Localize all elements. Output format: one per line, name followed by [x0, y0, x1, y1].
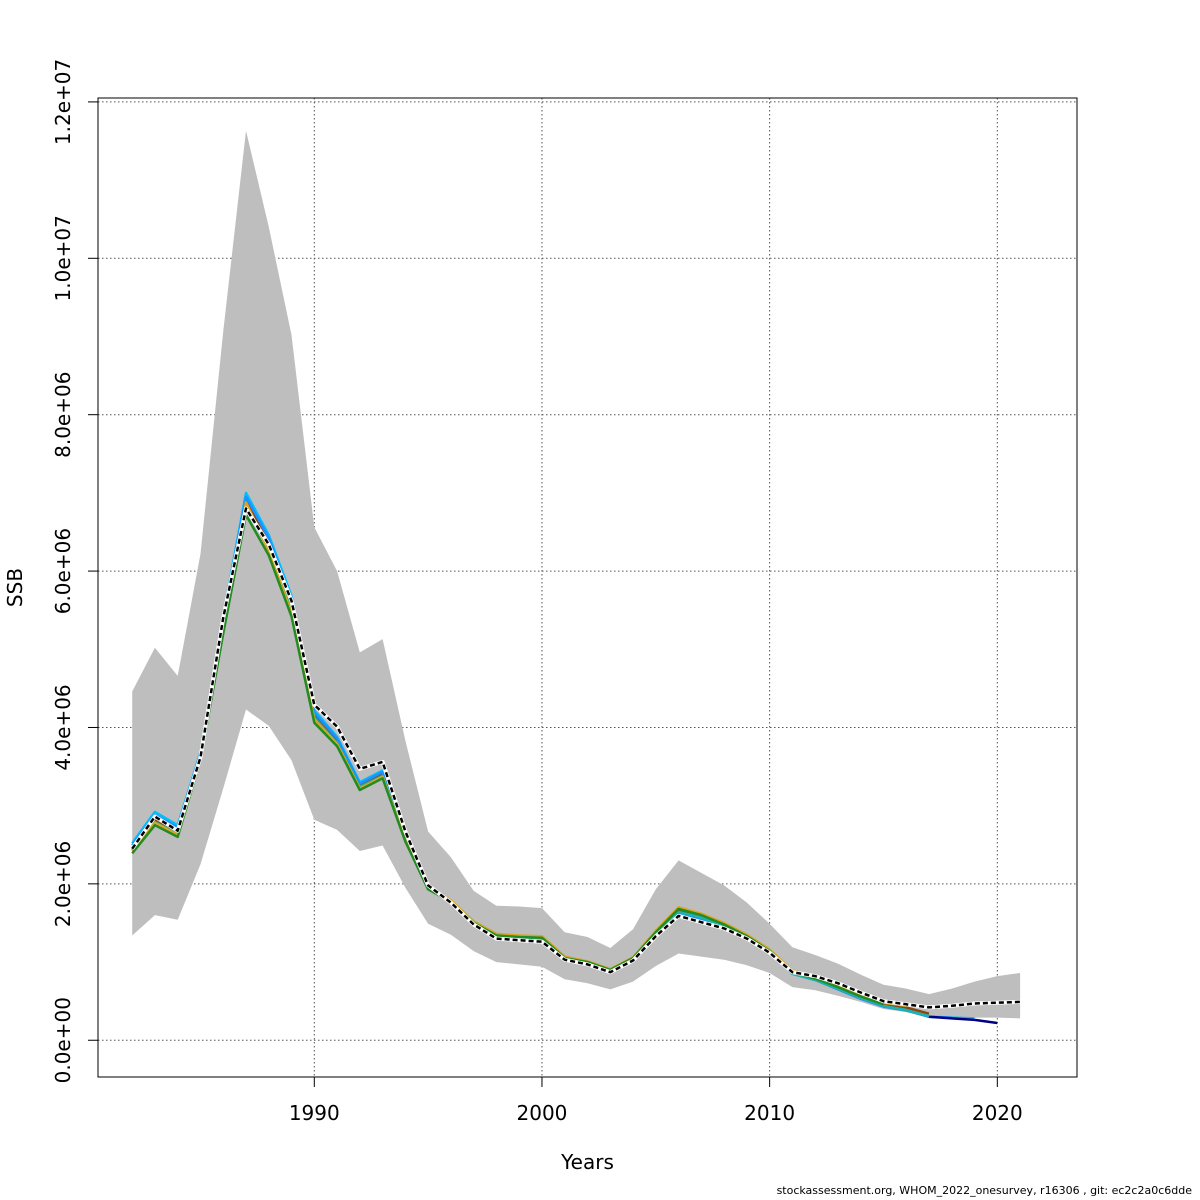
y-tick-label: 1.2e+07 [51, 59, 75, 145]
y-axis-title: SSB [3, 568, 27, 607]
x-tick-label: 2000 [517, 1101, 568, 1125]
series-line-dashed [131, 507, 1021, 1009]
series-layer [130, 491, 1021, 1025]
footer-credit: stockassessment.org, WHOM_2022_onesurvey… [776, 1184, 1192, 1197]
y-tick-label: 0.0e+00 [51, 997, 75, 1083]
y-tick-label: 2.0e+06 [51, 841, 75, 927]
x-tick-label: 2010 [744, 1101, 795, 1125]
y-tick-label: 4.0e+06 [51, 684, 75, 770]
x-tick-label: 2020 [972, 1101, 1023, 1125]
x-tick-label: 1990 [289, 1101, 340, 1125]
x-axis-title: Years [560, 1150, 614, 1174]
y-tick-label: 6.0e+06 [51, 528, 75, 614]
confidence-band-layer [132, 130, 1021, 1019]
x-axis: 1990 2000 2010 2020 [289, 1077, 1023, 1125]
y-axis: 0.0e+00 2.0e+06 4.0e+06 6.0e+06 8.0e+06 1.0e+… [51, 59, 98, 1083]
y-tick-label: 8.0e+06 [51, 372, 75, 458]
y-tick-label: 1.0e+07 [51, 215, 75, 301]
series-line-6 [928, 1015, 998, 1025]
plot-frame [97, 97, 1078, 1078]
confidence-band [132, 130, 1021, 1019]
